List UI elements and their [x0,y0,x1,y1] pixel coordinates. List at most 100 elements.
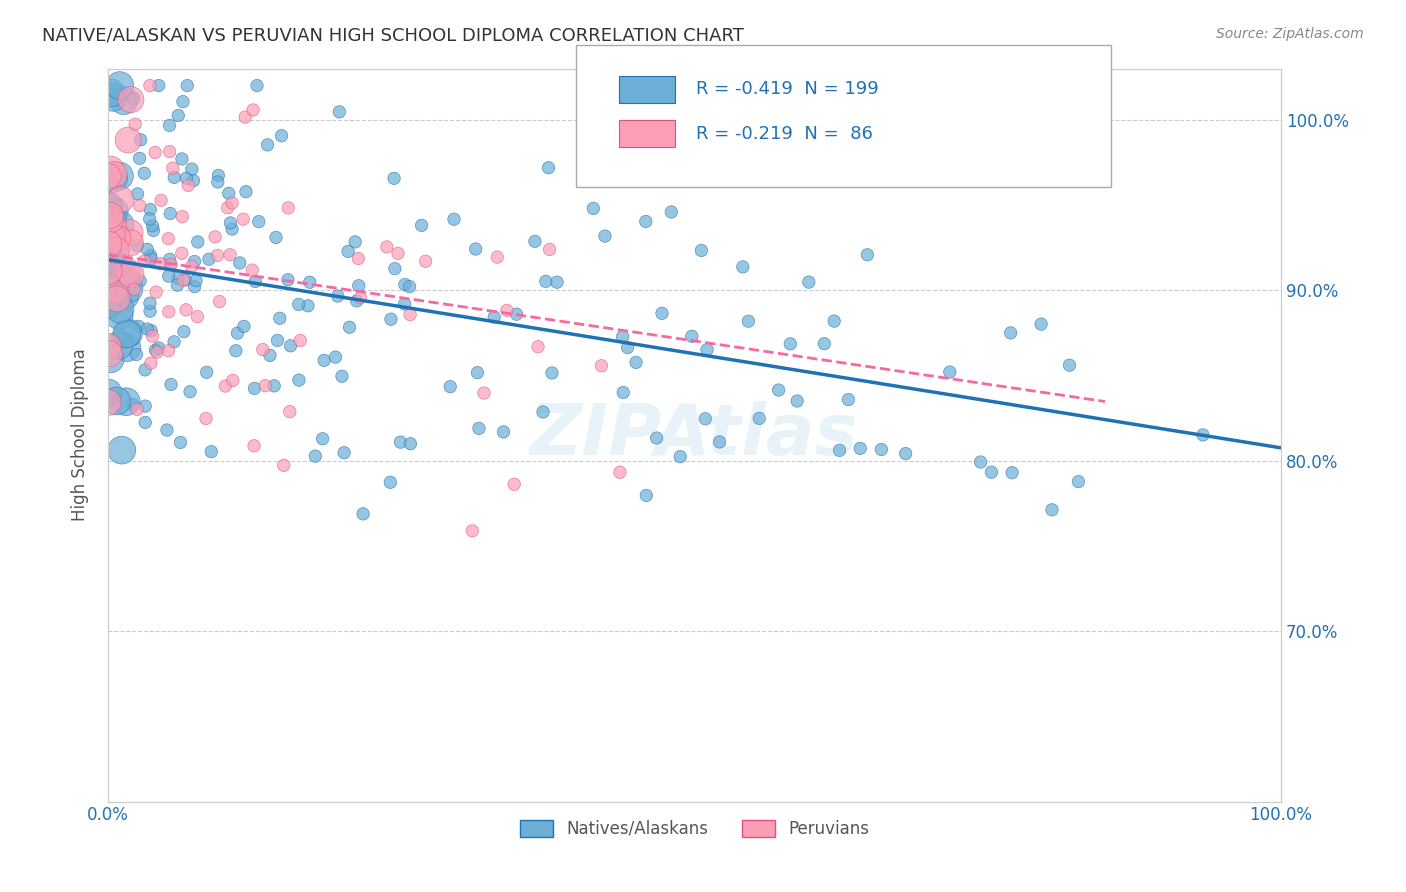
Peruvians [157,232,180,246]
Natives/Alaskans [823,314,845,328]
Natives/Alaskans [105,267,128,281]
Peruvians [399,308,422,322]
Natives/Alaskans [311,432,333,446]
Natives/Alaskans [180,161,202,176]
Natives/Alaskans [797,275,820,289]
Natives/Alaskans [128,152,150,166]
Natives/Alaskans [1040,503,1063,517]
Natives/Alaskans [112,94,135,108]
Peruvians [103,167,125,181]
Natives/Alaskans [661,205,683,219]
Peruvians [150,194,173,208]
Natives/Alaskans [97,222,120,236]
Natives/Alaskans [114,289,136,303]
Peruvians [186,310,208,324]
Natives/Alaskans [297,299,319,313]
Natives/Alaskans [1001,466,1024,480]
Natives/Alaskans [129,133,152,147]
Peruvians [243,439,266,453]
Natives/Alaskans [263,379,285,393]
Natives/Alaskans [731,260,754,274]
Natives/Alaskans [142,223,165,237]
Peruvians [127,402,149,417]
Peruvians [100,212,122,227]
Natives/Alaskans [980,465,1002,479]
Natives/Alaskans [612,329,634,343]
Natives/Alaskans [849,442,872,456]
Natives/Alaskans [894,446,917,460]
Peruvians [117,265,139,279]
Natives/Alaskans [148,78,170,93]
Peruvians [172,273,194,287]
Natives/Alaskans [541,366,564,380]
Natives/Alaskans [176,171,198,186]
Natives/Alaskans [157,269,180,284]
Natives/Alaskans [645,431,668,445]
Natives/Alaskans [1192,428,1215,442]
Natives/Alaskans [337,244,360,259]
Peruvians [141,329,163,343]
Natives/Alaskans [326,289,349,303]
Peruvians [214,379,236,393]
Peruvians [143,145,166,160]
Natives/Alaskans [813,336,835,351]
Peruvians [387,246,409,260]
Natives/Alaskans [380,475,402,490]
Natives/Alaskans [245,275,267,289]
Natives/Alaskans [134,399,156,413]
Natives/Alaskans [1029,317,1052,331]
Natives/Alaskans [768,383,790,397]
Peruvians [278,404,301,418]
Peruvians [204,230,226,244]
Natives/Alaskans [159,119,181,133]
Text: Source: ZipAtlas.com: Source: ZipAtlas.com [1216,27,1364,41]
Natives/Alaskans [176,78,198,93]
Natives/Alaskans [246,78,269,93]
Natives/Alaskans [235,185,257,199]
Peruvians [100,162,122,177]
Peruvians [145,285,167,299]
Text: R = -0.419  N = 199: R = -0.419 N = 199 [696,80,879,98]
Peruvians [207,248,229,262]
Natives/Alaskans [100,86,122,100]
Natives/Alaskans [939,365,962,379]
Natives/Alaskans [156,423,179,437]
Natives/Alaskans [616,341,638,355]
Natives/Alaskans [259,348,281,362]
Natives/Alaskans [226,326,249,340]
Natives/Alaskans [136,243,159,257]
Natives/Alaskans [115,394,138,409]
Natives/Alaskans [352,507,374,521]
Natives/Alaskans [101,280,124,294]
Natives/Alaskans [169,435,191,450]
Peruvians [117,133,139,147]
Natives/Alaskans [141,324,163,338]
Natives/Alaskans [443,212,465,227]
Peruvians [527,340,550,354]
Text: ZIPAtlas: ZIPAtlas [530,401,859,469]
Natives/Alaskans [108,309,131,323]
Natives/Alaskans [681,329,703,343]
Natives/Alaskans [122,91,145,105]
Natives/Alaskans [97,386,120,401]
Natives/Alaskans [277,273,299,287]
Peruvians [538,243,561,257]
Natives/Alaskans [167,271,190,285]
Natives/Alaskans [593,229,616,244]
Peruvians [219,248,242,262]
Natives/Alaskans [399,436,422,450]
Natives/Alaskans [183,279,205,293]
Natives/Alaskans [523,235,546,249]
Natives/Alaskans [97,199,120,213]
Natives/Alaskans [179,384,201,399]
Natives/Alaskans [298,275,321,289]
Peruvians [139,356,162,370]
Peruvians [591,359,613,373]
Natives/Alaskans [828,443,851,458]
Natives/Alaskans [467,366,489,380]
Natives/Alaskans [264,230,287,244]
Natives/Alaskans [232,319,254,334]
Peruvians [107,231,129,245]
Peruvians [375,240,398,254]
Natives/Alaskans [266,334,288,348]
